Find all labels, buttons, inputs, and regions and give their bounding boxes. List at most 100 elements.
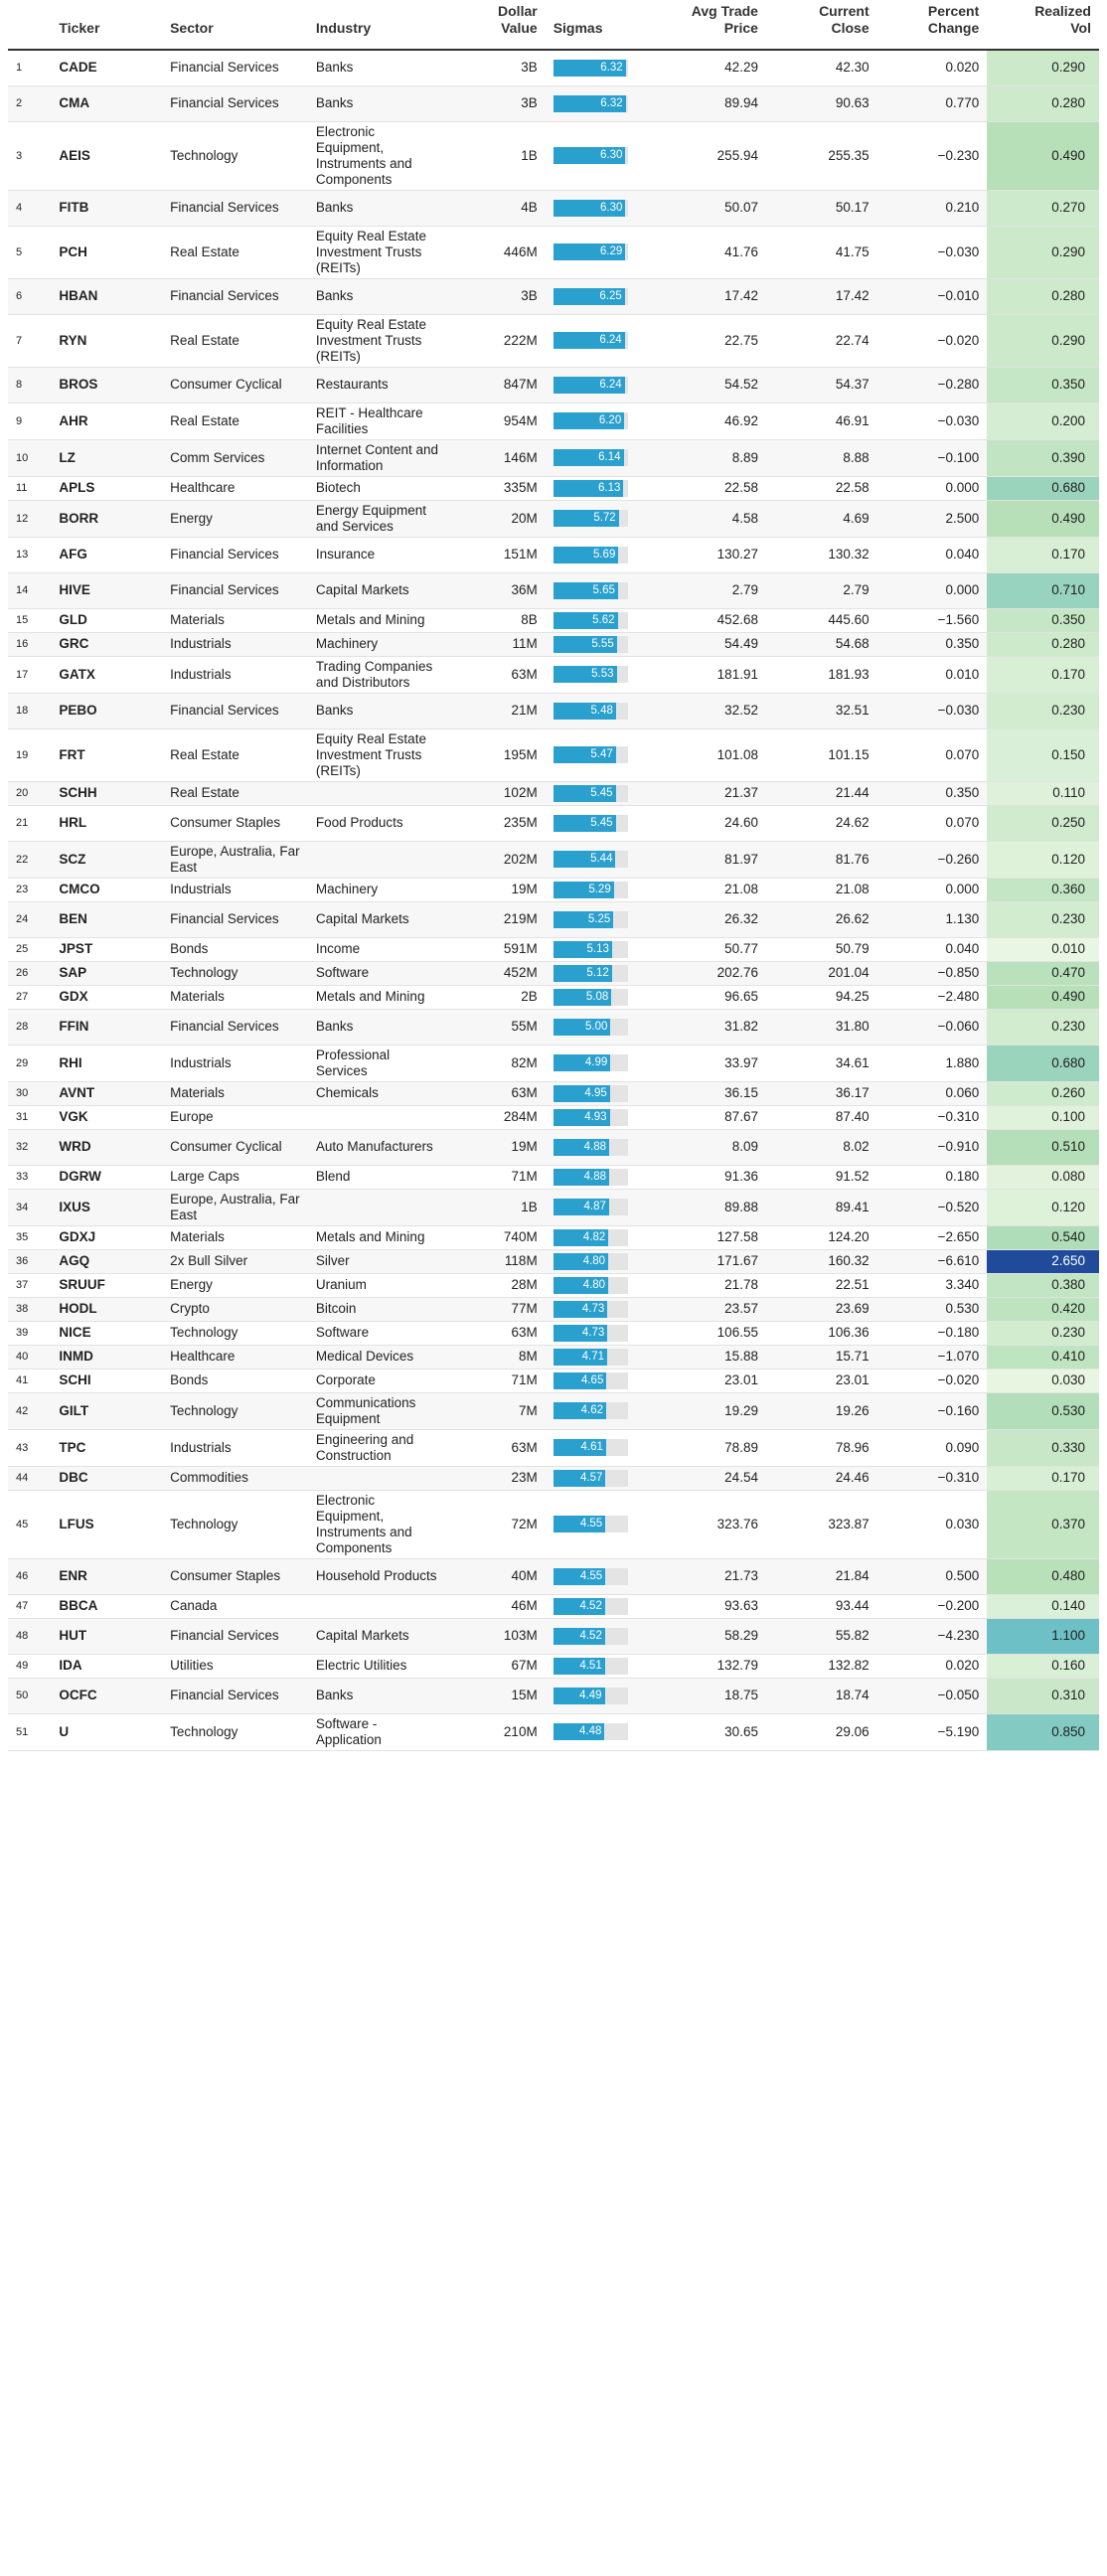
ticker-cell[interactable]: GDXJ xyxy=(51,1225,163,1250)
ticker-cell[interactable]: VGK xyxy=(51,1105,163,1130)
table-row[interactable]: 2 CMA Financial Services Banks 3B 6.32 89.94 90… xyxy=(8,85,1099,122)
header-current-close[interactable]: Current Close xyxy=(765,0,877,51)
ticker-cell[interactable]: PEBO xyxy=(51,693,163,729)
ticker-cell[interactable]: SAP xyxy=(51,961,163,986)
table-row[interactable]: 1 CADE Financial Services Banks 3B 6.32 42.29 4… xyxy=(8,50,1099,86)
table-row[interactable]: 16 GRC Industrials Machinery 11M 5.55 54.49 54.… xyxy=(8,632,1099,657)
ticker-cell[interactable]: HODL xyxy=(51,1297,163,1322)
table-row[interactable]: 36 AGQ 2x Bull Silver Silver 118M 4.80 171.67 1… xyxy=(8,1249,1099,1274)
ticker-cell[interactable]: FITB xyxy=(51,190,163,227)
ticker-cell[interactable]: GRC xyxy=(51,632,163,657)
table-row[interactable]: 46 ENR Consumer Staples Household Products 4… xyxy=(8,1558,1099,1595)
header-sigmas[interactable]: Sigmas xyxy=(545,0,653,51)
table-row[interactable]: 40 INMD Healthcare Medical Devices 8M 4.71 15.… xyxy=(8,1345,1099,1369)
table-row[interactable]: 31 VGK Europe 284M 4.93 87.67 87.40 −0.310 0.100 xyxy=(8,1105,1099,1130)
table-row[interactable]: 48 HUT Financial Services Capital Markets 10… xyxy=(8,1618,1099,1655)
ticker-cell[interactable]: OCFC xyxy=(51,1678,163,1714)
table-row[interactable]: 23 CMCO Industrials Machinery 19M 5.29 21.08 21… xyxy=(8,878,1099,902)
ticker-cell[interactable]: FFIN xyxy=(51,1009,163,1046)
table-row[interactable]: 26 SAP Technology Software 452M 5.12 202.76 201… xyxy=(8,961,1099,986)
ticker-cell[interactable]: U xyxy=(51,1713,163,1751)
header-industry[interactable]: Industry xyxy=(307,0,450,51)
ticker-cell[interactable]: DBC xyxy=(51,1466,163,1491)
ticker-cell[interactable]: LZ xyxy=(51,439,163,477)
ticker-cell[interactable]: APLS xyxy=(51,476,163,501)
ticker-cell[interactable]: AVNT xyxy=(51,1081,163,1106)
header-sector[interactable]: Sector xyxy=(162,0,308,51)
table-row[interactable]: 44 DBC Commodities 23M 4.57 24.54 24.46 −0.310 0… xyxy=(8,1466,1099,1491)
table-row[interactable]: 3 AEIS Technology Electronic Equipment, Ins… xyxy=(8,121,1099,191)
header-percent-change[interactable]: Percent Change xyxy=(876,0,988,51)
table-row[interactable]: 5 PCH Real Estate Equity Real Estate Invest… xyxy=(8,226,1099,279)
ticker-cell[interactable]: TPC xyxy=(51,1429,163,1467)
table-row[interactable]: 13 AFG Financial Services Insurance 151M 5.69… xyxy=(8,537,1099,573)
ticker-cell[interactable]: AGQ xyxy=(51,1249,163,1274)
table-row[interactable]: 45 LFUS Technology Electronic Equipment, In… xyxy=(8,1490,1099,1559)
table-row[interactable]: 33 DGRW Large Caps Blend 71M 4.88 91.36 91.52 0.… xyxy=(8,1165,1099,1190)
ticker-cell[interactable]: DGRW xyxy=(51,1165,163,1190)
ticker-cell[interactable]: WRD xyxy=(51,1129,163,1166)
ticker-cell[interactable]: FRT xyxy=(51,728,163,782)
ticker-cell[interactable]: SCZ xyxy=(51,841,163,879)
ticker-cell[interactable]: PCH xyxy=(51,226,163,279)
table-row[interactable]: 27 GDX Materials Metals and Mining 2B 5.08 96.… xyxy=(8,985,1099,1010)
ticker-cell[interactable]: AHR xyxy=(51,402,163,440)
table-row[interactable]: 24 BEN Financial Services Capital Markets 21… xyxy=(8,901,1099,938)
table-row[interactable]: 29 RHI Industrials Professional Services 82M… xyxy=(8,1045,1099,1082)
table-row[interactable]: 25 JPST Bonds Income 591M 5.13 50.77 50.79 0.040… xyxy=(8,937,1099,962)
ticker-cell[interactable]: CMCO xyxy=(51,878,163,902)
ticker-cell[interactable]: SCHI xyxy=(51,1368,163,1393)
table-row[interactable]: 37 SRUUF Energy Uranium 28M 4.80 21.78 22.51 3.3… xyxy=(8,1273,1099,1298)
table-row[interactable]: 34 IXUS Europe, Australia, Far East 1B 4.87 8… xyxy=(8,1189,1099,1226)
ticker-cell[interactable]: ENR xyxy=(51,1558,163,1595)
ticker-cell[interactable]: INMD xyxy=(51,1345,163,1369)
ticker-cell[interactable]: AFG xyxy=(51,537,163,573)
table-row[interactable]: 14 HIVE Financial Services Capital Markets 3… xyxy=(8,572,1099,609)
table-row[interactable]: 15 GLD Materials Metals and Mining 8B 5.62 452… xyxy=(8,608,1099,633)
table-row[interactable]: 9 AHR Real Estate REIT - Healthcare Facilit… xyxy=(8,402,1099,440)
ticker-cell[interactable]: BBCA xyxy=(51,1594,163,1619)
ticker-cell[interactable]: GATX xyxy=(51,656,163,694)
ticker-cell[interactable]: HBAN xyxy=(51,278,163,315)
table-row[interactable]: 10 LZ Comm Services Internet Content and In… xyxy=(8,439,1099,477)
table-row[interactable]: 32 WRD Consumer Cyclical Auto Manufacturers… xyxy=(8,1129,1099,1166)
ticker-cell[interactable]: LFUS xyxy=(51,1490,163,1559)
table-row[interactable]: 28 FFIN Financial Services Banks 55M 5.00 31.8… xyxy=(8,1009,1099,1046)
ticker-cell[interactable]: HUT xyxy=(51,1618,163,1655)
table-row[interactable]: 30 AVNT Materials Chemicals 63M 4.95 36.15 36.1… xyxy=(8,1081,1099,1106)
header-ticker[interactable]: Ticker xyxy=(51,0,163,51)
table-row[interactable]: 43 TPC Industrials Engineering and Construc… xyxy=(8,1429,1099,1467)
table-row[interactable]: 11 APLS Healthcare Biotech 335M 6.13 22.58 22.5… xyxy=(8,476,1099,501)
header-dollar-value[interactable]: Dollar Value xyxy=(449,0,546,51)
ticker-cell[interactable]: RYN xyxy=(51,314,163,368)
ticker-cell[interactable]: JPST xyxy=(51,937,163,962)
ticker-cell[interactable]: BEN xyxy=(51,901,163,938)
table-row[interactable]: 7 RYN Real Estate Equity Real Estate Invest… xyxy=(8,314,1099,368)
ticker-cell[interactable]: BORR xyxy=(51,500,163,538)
table-row[interactable]: 50 OCFC Financial Services Banks 15M 4.49 18.7… xyxy=(8,1678,1099,1714)
ticker-cell[interactable]: RHI xyxy=(51,1045,163,1082)
ticker-cell[interactable]: CMA xyxy=(51,85,163,122)
ticker-cell[interactable]: GLD xyxy=(51,608,163,633)
header-avg-trade-price[interactable]: Avg Trade Price xyxy=(652,0,766,51)
table-row[interactable]: 38 HODL Crypto Bitcoin 77M 4.73 23.57 23.69 0.53… xyxy=(8,1297,1099,1322)
ticker-cell[interactable]: SCHH xyxy=(51,781,163,806)
table-row[interactable]: 19 FRT Real Estate Equity Real Estate Inves… xyxy=(8,728,1099,782)
table-row[interactable]: 21 HRL Consumer Staples Food Products 235M 5.… xyxy=(8,805,1099,842)
ticker-cell[interactable]: GDX xyxy=(51,985,163,1010)
ticker-cell[interactable]: IDA xyxy=(51,1654,163,1679)
ticker-cell[interactable]: HIVE xyxy=(51,572,163,609)
table-row[interactable]: 49 IDA Utilities Electric Utilities 67M 4.51 1… xyxy=(8,1654,1099,1679)
table-row[interactable]: 47 BBCA Canada 46M 4.52 93.63 93.44 −0.200 0.140 xyxy=(8,1594,1099,1619)
table-row[interactable]: 22 SCZ Europe, Australia, Far East 202M 5.44… xyxy=(8,841,1099,879)
header-realized-vol[interactable]: Realized Vol xyxy=(987,0,1099,51)
table-row[interactable]: 20 SCHH Real Estate 102M 5.45 21.37 21.44 0.350… xyxy=(8,781,1099,806)
ticker-cell[interactable]: IXUS xyxy=(51,1189,163,1226)
table-row[interactable]: 18 PEBO Financial Services Banks 21M 5.48 32.5… xyxy=(8,693,1099,729)
table-row[interactable]: 41 SCHI Bonds Corporate 71M 4.65 23.01 23.01 −0.… xyxy=(8,1368,1099,1393)
ticker-cell[interactable]: BROS xyxy=(51,367,163,403)
ticker-cell[interactable]: GILT xyxy=(51,1392,163,1430)
ticker-cell[interactable]: SRUUF xyxy=(51,1273,163,1298)
ticker-cell[interactable]: AEIS xyxy=(51,121,163,191)
ticker-cell[interactable]: HRL xyxy=(51,805,163,842)
